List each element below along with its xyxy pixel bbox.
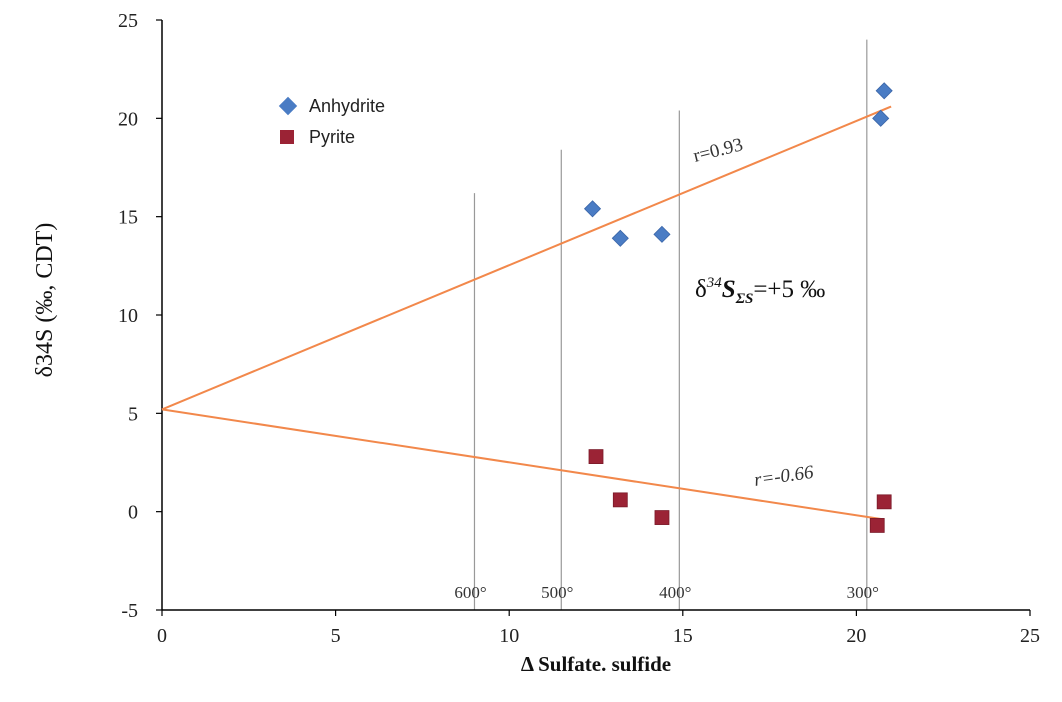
trend-line-0 — [161, 105, 892, 411]
x-tick-label-5: 25 — [1020, 625, 1040, 647]
y-axis-title: δ34S (‰, CDT) — [32, 223, 58, 378]
y-tick-label-4: 15 — [118, 207, 138, 229]
anhydrite-point-0 — [583, 200, 602, 218]
legend-marker-anhydrite — [278, 96, 298, 116]
isotherm-label-2: 400° — [659, 583, 691, 602]
anhydrite-point-2 — [653, 225, 671, 243]
y-tick-label-5: 20 — [118, 108, 138, 130]
legend-label-pyrite: Pyrite — [309, 127, 355, 147]
x-tick-label-4: 20 — [846, 625, 866, 647]
isotherm-label-3: 300° — [847, 583, 879, 602]
y-tick-label-6: 25 — [118, 10, 138, 32]
trend-line-1 — [161, 408, 885, 521]
x-axis-title: Δ Sulfate. sulfide — [521, 652, 671, 676]
x-tick-label-1: 5 — [331, 625, 341, 647]
y-tick-label-1: 0 — [128, 502, 138, 524]
trend-label-anhydrite: r=0.93 — [691, 134, 745, 167]
y-tick-label-2: 5 — [128, 403, 138, 425]
x-tick-label-3: 15 — [673, 625, 693, 647]
isotherm-label-1: 500° — [541, 583, 573, 602]
pyrite-point-4 — [876, 494, 892, 510]
pyrite-point-1 — [612, 492, 628, 508]
isotherm-label-0: 600° — [454, 583, 486, 602]
formula-subscript: ΣS — [735, 291, 754, 307]
formula-superscript: 34 — [706, 275, 723, 291]
pyrite-point-3 — [869, 518, 885, 533]
anhydrite-point-4 — [875, 82, 893, 100]
anhydrite-point-3 — [872, 109, 890, 127]
anhydrite-point-1 — [611, 229, 629, 247]
pyrite-point-2 — [654, 510, 670, 525]
legend-label-anhydrite: Anhydrite — [309, 96, 385, 116]
formula-value: =+5 ‰ — [753, 276, 825, 303]
x-tick-label-0: 0 — [157, 625, 167, 647]
trend-label-pyrite: r=-0.66 — [753, 462, 816, 491]
y-tick-label-3: 10 — [118, 305, 138, 327]
formula-s: S — [722, 276, 736, 303]
y-tick-label-0: -5 — [121, 600, 138, 622]
pyrite-point-0 — [588, 449, 604, 465]
legend-marker-pyrite — [280, 130, 294, 144]
x-tick-label-2: 10 — [499, 625, 519, 647]
isotope-formula-annotation: δ34SΣS=+5 ‰ — [695, 275, 825, 307]
formula-delta: δ — [695, 276, 707, 303]
legend: Anhydrite Pyrite — [278, 96, 385, 147]
